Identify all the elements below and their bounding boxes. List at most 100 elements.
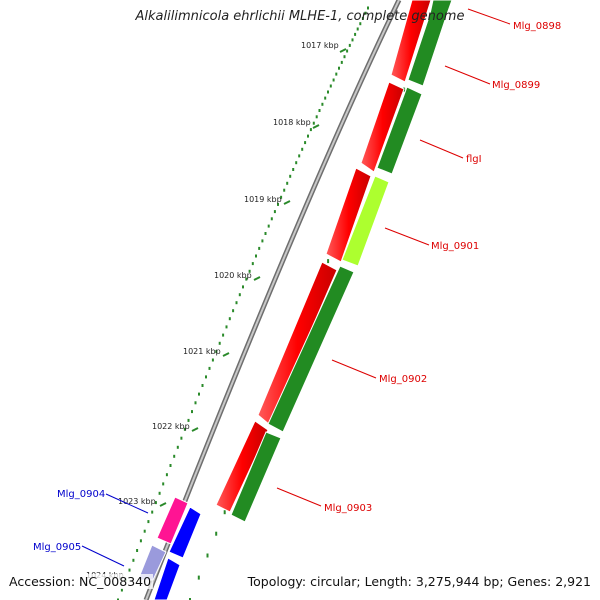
minor-tick-dot — [361, 16, 364, 20]
minor-tick-dot — [329, 84, 332, 88]
gene-arrow-mlg-0898[interactable] — [390, 0, 432, 83]
minor-tick-dot — [238, 293, 241, 297]
minor-tick-dot — [248, 269, 251, 273]
minor-tick-dot — [228, 317, 231, 321]
gene-label-mlg-0899[interactable]: Mlg_0899 — [492, 80, 540, 91]
gene-arrow-mlg-0903-forward[interactable] — [230, 431, 282, 523]
major-tick — [159, 502, 167, 507]
outer-tick-dot — [197, 575, 200, 580]
minor-tick-dot — [218, 341, 221, 345]
minor-tick-dot — [309, 128, 312, 132]
gene-arrow-mlg-0904[interactable] — [156, 496, 189, 545]
tick-label-1023: 1023 kbp — [118, 497, 156, 506]
gene-label-mlg-0902[interactable]: Mlg_0902 — [379, 374, 427, 385]
major-tick — [339, 48, 347, 53]
connector-mlg-0904 — [105, 493, 149, 514]
minor-tick-dot — [324, 96, 327, 100]
gene-label-mlg-0903[interactable]: Mlg_0903 — [324, 503, 372, 514]
minor-tick-dot — [225, 325, 228, 329]
gene-label-mlg-0904[interactable]: Mlg_0904 — [57, 489, 105, 500]
gene-label-mlg-0901[interactable]: Mlg_0901 — [431, 241, 479, 252]
minor-tick-dot — [286, 181, 289, 185]
minor-tick-dot — [277, 202, 279, 206]
major-tick — [222, 352, 230, 357]
gene-arrow-mlg-0899[interactable] — [407, 0, 453, 87]
minor-tick-dot — [187, 418, 190, 422]
gene-label-mlg-0898[interactable]: Mlg_0898 — [513, 21, 561, 32]
lower-genes — [137, 496, 202, 600]
outer-tick-dot — [223, 510, 226, 515]
tick-label-1020: 1020 kbp — [214, 271, 252, 280]
minor-tick-dot — [301, 147, 304, 151]
tick-label-1021: 1021 kbp — [183, 347, 221, 356]
minor-tick-dot — [298, 154, 301, 158]
minor-tick-dot — [242, 285, 244, 289]
minor-tick-dot — [307, 134, 309, 138]
outer-tick-dot — [206, 553, 209, 558]
minor-tick-dot — [261, 239, 264, 243]
gene-arrow-flgi[interactable] — [360, 81, 405, 173]
minor-tick-dot — [332, 78, 335, 82]
minor-tick-dot — [356, 27, 359, 31]
minor-tick-dot — [264, 232, 267, 235]
minor-tick-dot — [211, 358, 214, 362]
connector-mlg-0903 — [276, 487, 322, 507]
minor-tick-dot — [235, 301, 238, 305]
minor-tick-dot — [292, 168, 295, 171]
accession-text: Accession: NC_008340 — [7, 574, 154, 589]
gene-labels: Mlg_0898 Mlg_0899 flgI Mlg_0901 Mlg_0902… — [33, 21, 561, 553]
gene-label-flgi[interactable]: flgI — [466, 154, 482, 165]
forward-strand-genes — [230, 0, 453, 523]
minor-tick-dot — [215, 350, 218, 354]
minor-tick-dot — [232, 309, 235, 313]
connector-mlg-0901 — [384, 227, 430, 246]
connector-mlg-0898 — [467, 8, 511, 25]
minor-tick-dot — [245, 277, 248, 281]
connector-mlg-0899 — [444, 65, 491, 85]
minor-tick-dot — [147, 520, 150, 524]
minor-tick-dot — [338, 66, 340, 70]
minor-tick-dot — [343, 55, 346, 59]
tick-label-1019: 1019 kbp — [244, 195, 282, 204]
minor-tick-dot — [136, 549, 139, 552]
minor-tick-dot — [173, 454, 176, 458]
connector-mlg-0902 — [331, 359, 377, 379]
minor-tick-dot — [128, 568, 131, 572]
outer-tick-dot — [327, 259, 330, 264]
minor-tick-dot — [359, 22, 362, 26]
minor-tick-dot — [321, 102, 324, 106]
minor-tick-dot — [318, 109, 321, 112]
gene-arrow-mlg-0901[interactable] — [325, 167, 372, 263]
reverse-strand-genes — [215, 0, 432, 513]
connector-mlg-0905 — [81, 545, 125, 567]
genome-backbone — [143, 0, 402, 600]
minor-tick-dot — [354, 32, 357, 36]
gene-arrow-mlg-0904-blue[interactable] — [168, 506, 202, 559]
gene-arrow-mlg-0902-forward[interactable] — [267, 265, 355, 433]
genome-summary-text: Topology: circular; Length: 3,275,944 bp… — [245, 574, 593, 589]
gene-arrow-flgi-forward[interactable] — [376, 86, 423, 175]
minor-tick-dot — [120, 588, 123, 592]
minor-tick-dot — [158, 491, 161, 495]
gene-arrow-mlg-0905-blue[interactable] — [153, 557, 181, 600]
gene-label-mlg-0905[interactable]: Mlg_0905 — [33, 542, 81, 553]
minor-tick-dot — [151, 510, 154, 514]
minor-tick-dot — [208, 366, 211, 370]
minor-tick-dot — [340, 60, 343, 64]
minor-tick-dot — [154, 501, 157, 505]
gene-arrow-mlg-0901-highlight[interactable] — [341, 175, 390, 267]
minor-tick-dot — [132, 558, 135, 562]
minor-tick-dot — [162, 482, 165, 486]
minor-tick-dot — [251, 262, 254, 266]
minor-tick-dot — [364, 11, 367, 15]
minor-tick-dot — [139, 539, 142, 543]
minor-tick-dot — [267, 224, 270, 228]
major-tick — [283, 200, 291, 205]
minor-tick-dot — [143, 529, 146, 533]
minor-tick-dot — [270, 217, 273, 221]
major-tick — [312, 124, 320, 129]
gene-arrow-mlg-0903[interactable] — [215, 420, 269, 513]
major-tick — [191, 427, 199, 432]
minor-tick-dot — [194, 401, 197, 405]
